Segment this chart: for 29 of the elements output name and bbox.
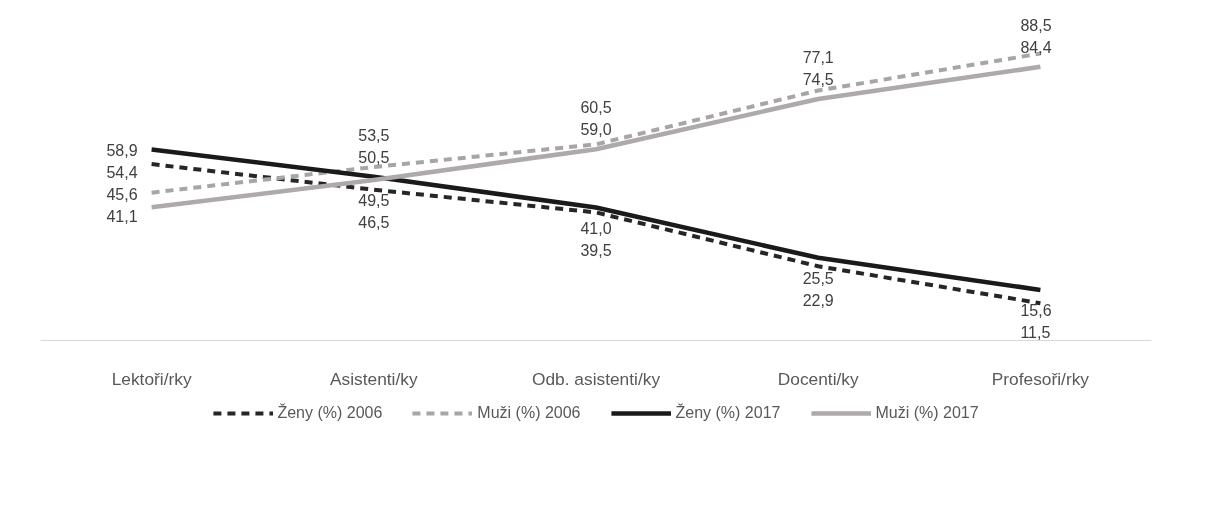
legend-label: Ženy (%) 2006 bbox=[277, 404, 383, 422]
data-label: 88,5 bbox=[1020, 16, 1052, 34]
data-label: 41,1 bbox=[106, 207, 138, 225]
legend-label: Muži (%) 2017 bbox=[875, 404, 979, 422]
data-label: 60,5 bbox=[580, 99, 612, 117]
x-tick-label: Odb. asistenti/ky bbox=[531, 368, 661, 389]
data-label: 22,9 bbox=[802, 291, 834, 309]
data-label: 77,1 bbox=[802, 48, 834, 66]
data-label: 59,0 bbox=[580, 121, 612, 139]
data-label: 45,6 bbox=[106, 185, 138, 203]
data-label: 50,5 bbox=[358, 148, 390, 166]
data-label: 15,6 bbox=[1020, 301, 1052, 319]
data-label: 58,9 bbox=[106, 141, 138, 159]
x-tick-label: Lektoři/rky bbox=[111, 368, 192, 389]
x-tick-label: Asistenti/ky bbox=[329, 368, 418, 389]
data-label: 41,0 bbox=[580, 219, 612, 237]
data-label: 53,5 bbox=[358, 126, 390, 144]
legend-label: Muži (%) 2006 bbox=[477, 404, 581, 422]
x-tick-label: Profesoři/rky bbox=[991, 368, 1090, 389]
legend-label: Ženy (%) 2017 bbox=[675, 404, 781, 422]
data-label: 74,5 bbox=[802, 70, 834, 88]
data-label: 11,5 bbox=[1020, 323, 1051, 341]
data-label: 49,5 bbox=[358, 192, 390, 209]
data-label: 54,4 bbox=[106, 163, 138, 181]
data-label: 25,5 bbox=[802, 269, 834, 287]
data-label: 84,4 bbox=[1020, 38, 1052, 56]
x-tick-label: Docenti/ky bbox=[777, 368, 859, 389]
data-label: 39,5 bbox=[580, 241, 612, 259]
data-label: 46,5 bbox=[358, 214, 390, 231]
